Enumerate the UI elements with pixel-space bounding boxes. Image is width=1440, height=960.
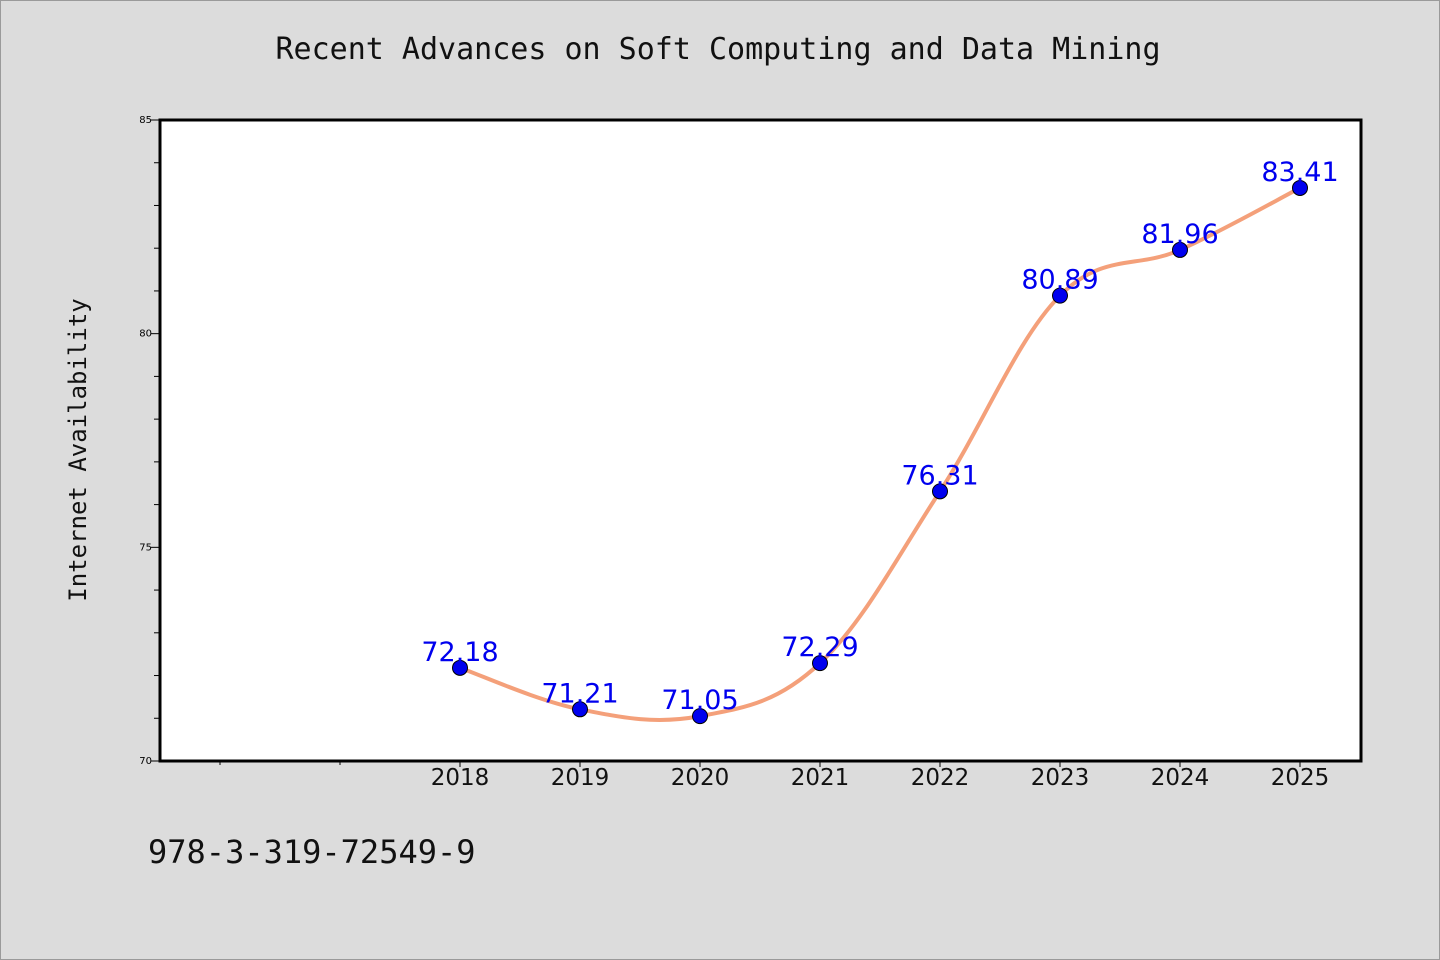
y-tick-label: 70 bbox=[139, 756, 152, 767]
x-tick-label: 2022 bbox=[911, 765, 970, 791]
x-tick-label: 2025 bbox=[1271, 765, 1330, 791]
data-label: 76.31 bbox=[901, 460, 978, 491]
data-point bbox=[572, 701, 588, 718]
data-point bbox=[1052, 287, 1068, 304]
data-point bbox=[692, 708, 708, 725]
data-point bbox=[1292, 179, 1308, 196]
y-tick-label: 75 bbox=[139, 542, 152, 553]
x-tick-label: 2024 bbox=[1151, 765, 1210, 791]
data-point bbox=[932, 483, 948, 500]
x-tick-label: 2020 bbox=[671, 765, 730, 791]
data-point bbox=[812, 655, 828, 672]
x-tick-label: 2021 bbox=[791, 765, 850, 791]
data-point bbox=[452, 659, 468, 676]
data-label: 72.29 bbox=[781, 632, 858, 663]
data-label: 81.96 bbox=[1141, 219, 1218, 250]
x-axis: 2018 2019 2020 2021 2022 2023 2024 2025 bbox=[219, 761, 1330, 791]
data-label: 72.18 bbox=[421, 637, 498, 668]
y-tick-label: 85 bbox=[139, 115, 152, 126]
data-label: 71.21 bbox=[541, 678, 618, 709]
data-label: 71.05 bbox=[661, 685, 738, 716]
data-labels: 72.18 71.21 71.05 72.29 76.31 80.89 81.96 83.41 bbox=[421, 157, 1338, 716]
y-tick-label: 80 bbox=[139, 329, 152, 340]
data-point bbox=[1172, 241, 1188, 258]
y-axis: 70 75 80 85 bbox=[139, 115, 160, 767]
data-label: 80.89 bbox=[1021, 265, 1098, 296]
series-line bbox=[458, 185, 1302, 722]
plot-area bbox=[158, 118, 1363, 763]
data-label: 83.41 bbox=[1261, 157, 1338, 188]
series-markers bbox=[452, 179, 1308, 725]
chart-title: Recent Advances on Soft Computing and Da… bbox=[275, 32, 1161, 67]
x-tick-label: 2018 bbox=[431, 765, 490, 791]
isbn-caption: 978-3-319-72549-9 bbox=[148, 833, 476, 871]
x-tick-label: 2023 bbox=[1031, 765, 1090, 791]
x-tick-label: 2019 bbox=[551, 765, 610, 791]
